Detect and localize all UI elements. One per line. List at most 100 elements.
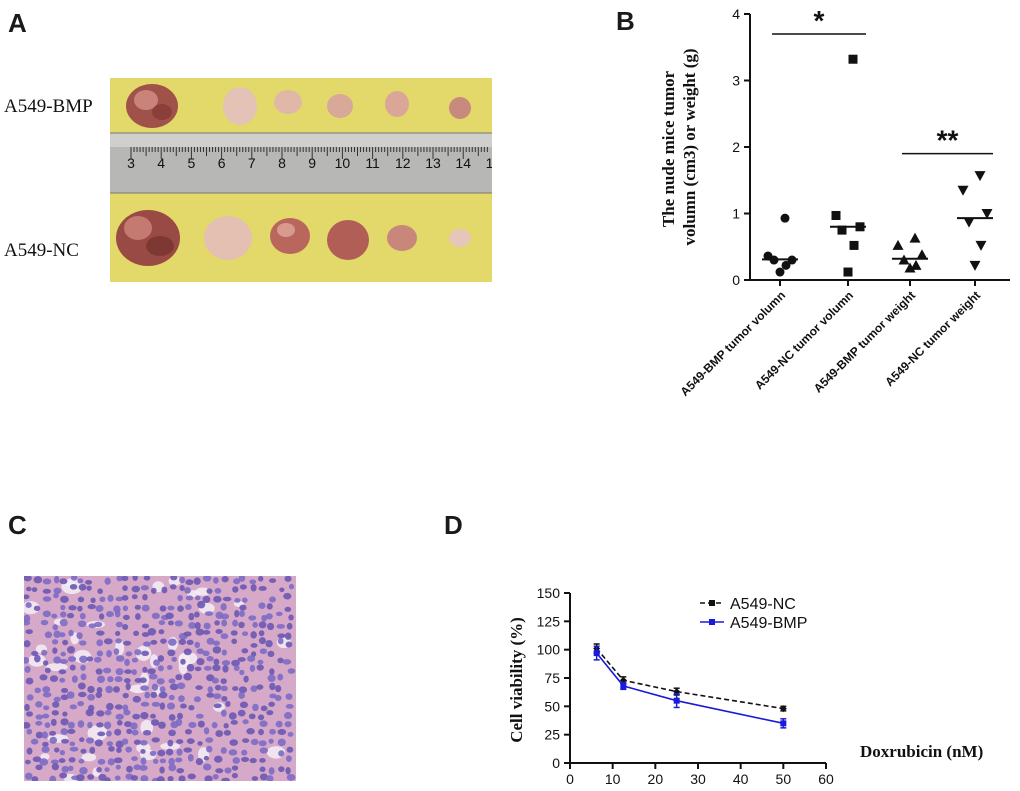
cell-nucleus xyxy=(252,621,258,628)
cell-nucleus xyxy=(206,637,215,645)
cell-nucleus xyxy=(156,678,165,685)
cell-nucleus xyxy=(158,691,168,699)
cell-nucleus xyxy=(215,768,224,774)
cell-nucleus xyxy=(195,595,201,601)
cell-nucleus xyxy=(220,709,227,717)
cell-nucleus xyxy=(94,739,103,747)
chart-d-point xyxy=(620,682,627,689)
cell-nucleus xyxy=(179,585,185,592)
cell-nucleus xyxy=(196,657,205,666)
cell-nucleus xyxy=(159,605,167,612)
cell-nucleus xyxy=(165,748,174,756)
cell-nucleus xyxy=(221,649,227,656)
cell-nucleus xyxy=(123,640,132,646)
cell-nucleus xyxy=(87,693,96,701)
cell-nucleus xyxy=(96,675,106,684)
cell-nucleus xyxy=(242,738,250,744)
cell-nucleus xyxy=(186,639,194,646)
cell-nucleus xyxy=(140,757,147,765)
cell-nucleus xyxy=(197,600,206,609)
cell-nucleus xyxy=(202,595,211,604)
cell-nucleus xyxy=(221,576,229,583)
cell-nucleus xyxy=(49,675,59,682)
cell-nucleus xyxy=(131,729,139,736)
cell-nucleus xyxy=(80,673,87,681)
cell-nucleus xyxy=(90,597,96,604)
cell-nucleus xyxy=(121,576,129,581)
cell-nucleus xyxy=(71,675,78,683)
cell-nucleus xyxy=(104,777,111,781)
cell-nucleus xyxy=(121,738,129,745)
chart-b-ytick-label: 0 xyxy=(732,272,740,288)
cell-nucleus xyxy=(142,729,152,736)
cell-nucleus xyxy=(196,648,205,655)
cell-nucleus xyxy=(149,750,157,756)
cell-nucleus xyxy=(115,740,124,749)
cell-nucleus xyxy=(250,631,257,639)
cell-nucleus xyxy=(87,721,93,729)
cell-nucleus xyxy=(53,576,60,584)
chart-d-legend-marker xyxy=(709,600,715,606)
cell-nucleus xyxy=(60,728,68,735)
cell-nucleus xyxy=(213,703,222,709)
cell-nucleus xyxy=(157,665,164,672)
cell-nucleus xyxy=(24,620,31,626)
chart-d-xtick-label: 50 xyxy=(776,771,792,787)
cell-nucleus xyxy=(185,579,194,586)
cell-nucleus xyxy=(203,727,210,735)
cell-nucleus xyxy=(212,693,222,700)
chart-b-tumor-size: The nude mice tumor volumn (cm3) or weig… xyxy=(659,5,1010,399)
cell-nucleus xyxy=(228,712,237,720)
cell-nucleus xyxy=(94,656,102,663)
cell-nucleus xyxy=(287,731,294,737)
cell-nucleus xyxy=(147,628,157,636)
cell-nucleus xyxy=(238,691,245,699)
cell-nucleus xyxy=(170,576,178,581)
cell-nucleus xyxy=(267,674,276,682)
cell-nucleus xyxy=(178,775,186,781)
cell-nucleus xyxy=(49,730,57,736)
chart-d-ytick-label: 125 xyxy=(537,613,561,629)
cell-nucleus xyxy=(194,666,202,672)
cell-nucleus xyxy=(258,576,264,582)
cell-nucleus xyxy=(225,700,231,707)
chart-d-legend-marker xyxy=(709,619,715,625)
cell-nucleus xyxy=(59,677,66,683)
cell-nucleus xyxy=(186,738,195,745)
cell-nucleus xyxy=(175,718,183,727)
cell-nucleus xyxy=(215,628,223,635)
cell-nucleus xyxy=(246,728,255,735)
chart-b-point xyxy=(849,240,859,250)
ruler-number: 7 xyxy=(248,155,256,171)
chart-d-point xyxy=(779,705,787,713)
cell-nucleus xyxy=(106,649,112,658)
cell-nucleus xyxy=(150,691,158,699)
chart-b-point xyxy=(963,217,975,228)
cell-nucleus xyxy=(202,629,211,635)
cell-nucleus xyxy=(241,756,250,763)
cell-nucleus xyxy=(193,577,201,585)
ruler-number: 6 xyxy=(218,155,226,171)
cell-nucleus xyxy=(104,767,110,772)
cell-nucleus xyxy=(30,738,39,745)
cell-nucleus xyxy=(77,620,87,628)
cell-nucleus xyxy=(167,638,177,646)
cell-nucleus xyxy=(41,746,50,753)
cell-nucleus xyxy=(132,695,141,703)
cell-nucleus xyxy=(268,738,274,744)
cell-nucleus xyxy=(53,696,61,703)
cell-nucleus xyxy=(122,605,129,612)
cell-nucleus xyxy=(212,773,219,780)
cell-nucleus xyxy=(266,603,273,610)
cell-nucleus xyxy=(160,638,167,644)
cell-nucleus xyxy=(54,747,60,753)
cell-nucleus xyxy=(108,746,115,752)
cell-nucleus xyxy=(134,604,141,610)
cell-nucleus xyxy=(33,605,41,612)
cell-nucleus xyxy=(232,619,239,627)
cell-nucleus xyxy=(59,772,68,779)
panel-c-letter: C xyxy=(8,510,27,540)
cell-nucleus xyxy=(269,728,276,735)
cell-nucleus xyxy=(278,750,285,757)
cell-nucleus xyxy=(99,596,106,603)
